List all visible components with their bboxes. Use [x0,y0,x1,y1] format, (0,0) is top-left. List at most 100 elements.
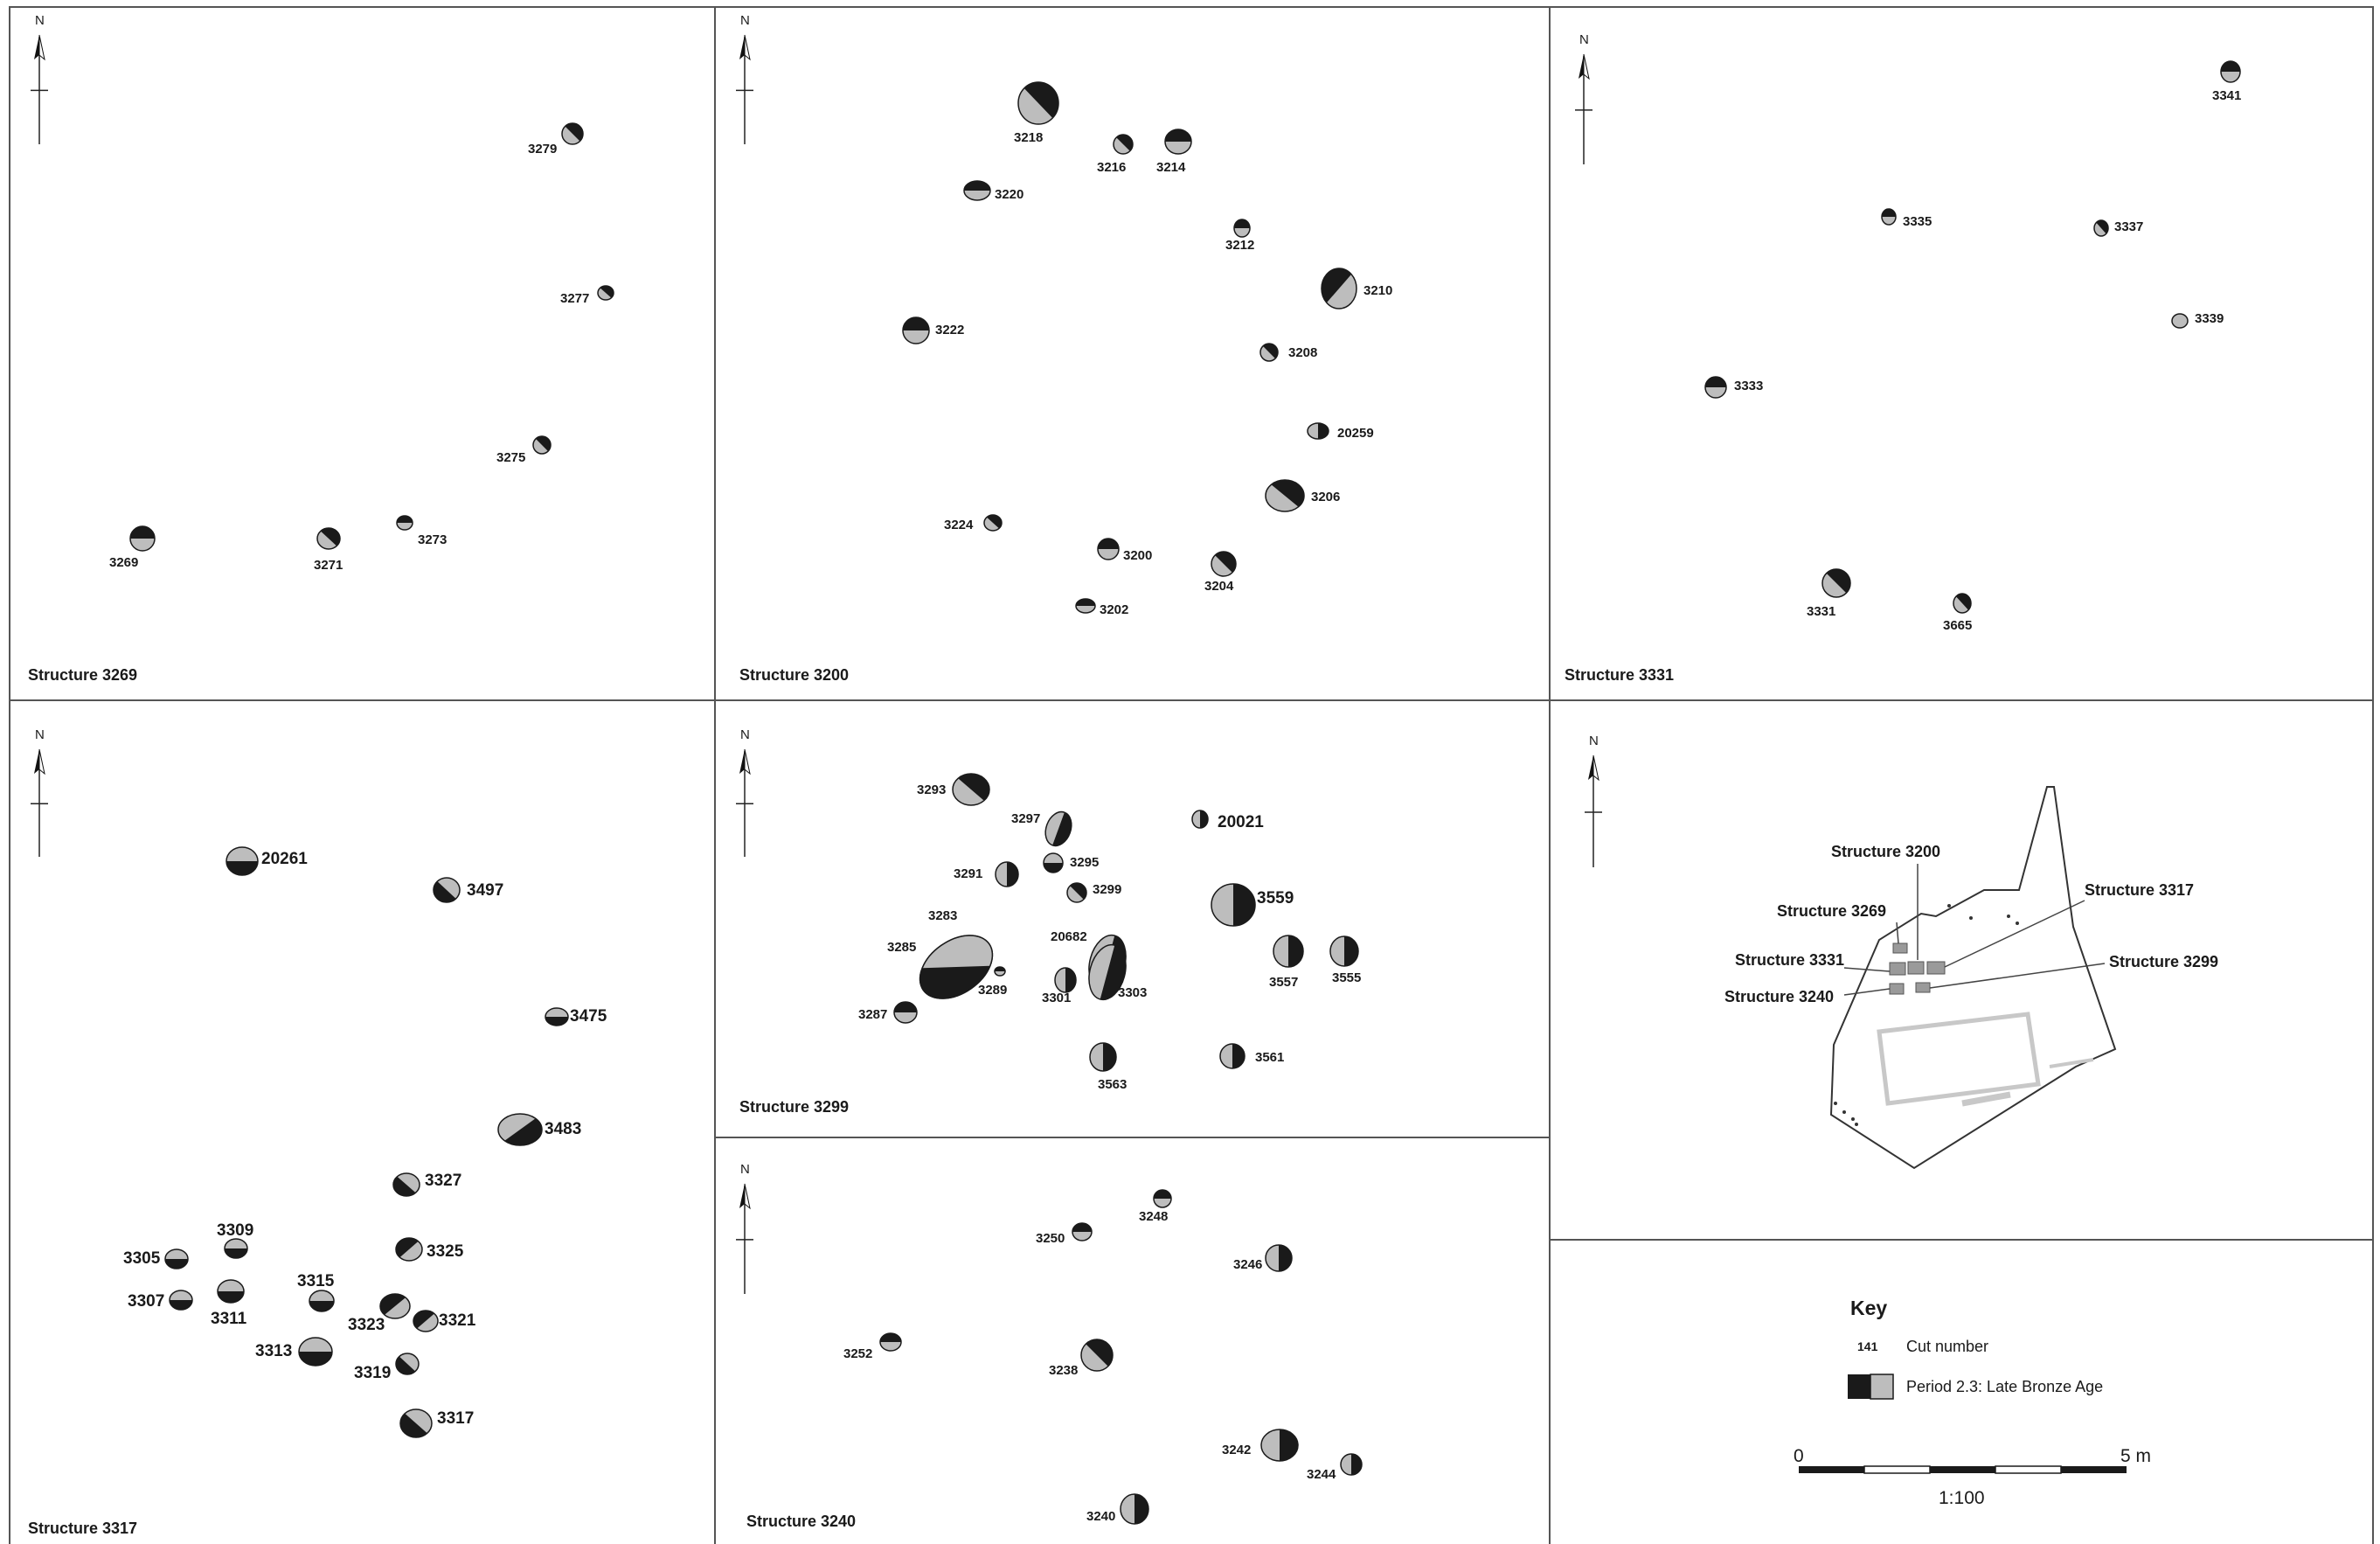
posthole-3244: 3244 [1307,1453,1363,1482]
posthole-dark-half [1826,569,1850,594]
cut-label: 3250 [1036,1231,1065,1246]
key-swatch-grey [1870,1374,1894,1400]
posthole-3222: 3222 [902,316,964,344]
posthole-dark-half [1262,344,1278,359]
posthole-dark-half [397,516,413,523]
cut-label: 3218 [1014,130,1043,145]
cut-label: 3295 [1070,855,1099,870]
panel-title-3331: Structure 3331 [1565,666,1674,684]
location-label-3317: Structure 3317 [2085,881,2194,899]
cut-label: 3313 [255,1342,292,1360]
posthole-3216: 3216 [1097,134,1134,175]
cut-label: 3275 [496,450,525,465]
posthole-3214: 3214 [1156,129,1192,175]
cut-label: 3204 [1204,579,1234,594]
posthole-dark-half [299,1352,332,1366]
cut-label: 3283 [928,908,957,923]
north-arrow-icon: N [736,13,753,144]
cut-label: 3337 [2114,219,2143,234]
scale-segment-3 [1930,1466,1995,1473]
cut-label: 3273 [418,532,447,547]
cut-label: 20021 [1218,813,1264,831]
posthole-dark-half [2221,61,2240,72]
posthole-dark-half [1318,423,1329,439]
posthole-3561: 3561 [1219,1043,1284,1069]
cut-label: 3293 [917,782,946,797]
north-letter: N [740,727,750,742]
posthole-3497: 3497 [433,877,503,903]
posthole-dark-half [1154,1190,1171,1199]
posthole-3325: 3325 [395,1237,464,1262]
cut-label: 3222 [935,323,964,337]
posthole-3289: 3289 [978,966,1007,998]
posthole-3319: 3319 [354,1353,420,1382]
posthole-dark-half [396,1238,419,1258]
cut-label: 3271 [314,558,343,573]
location-label-3299: Structure 3299 [2109,953,2218,970]
posthole-dark-half [1279,1245,1292,1271]
scale-segment-5 [2061,1466,2127,1473]
site-boundary [1829,786,2117,1170]
posthole-dark-half [535,436,551,452]
cut-label: 3335 [1903,214,1932,229]
enclosure-ditch [1877,1012,2094,1107]
outer-frame [9,6,2374,1544]
posthole-3311: 3311 [211,1279,247,1328]
north-arrow-icon: N [31,13,48,144]
scale-ratio-label: 1:100 [1939,1488,1985,1508]
scale-segment-1 [1799,1466,1864,1473]
cut-label: 3242 [1222,1443,1251,1457]
posthole-20261: 20261 [226,846,308,876]
posthole-dark-half [309,1301,334,1311]
location-label-3269: Structure 3269 [1777,902,1886,920]
structure-3299-features: 3293 3297 20021 3291 3295 3299 3559 3283 3285 206… [858,773,1361,1092]
cut-label: 3321 [439,1311,476,1330]
posthole-dark-half [545,1017,568,1026]
cut-label: 3297 [1011,811,1040,826]
cut-label: 3269 [109,555,138,570]
north-arrows: N N N N N N N [31,13,1602,1294]
posthole-3212: 3212 [1225,219,1254,253]
posthole-3271: 3271 [314,527,343,573]
posthole-dark-half [1344,936,1358,966]
cut-label: 3563 [1098,1077,1127,1092]
cut-label: 3200 [1123,548,1152,563]
posthole-fill [2171,313,2189,329]
posthole-3202: 3202 [1075,598,1128,617]
north-letter: N [740,13,750,28]
posthole-3337: 3337 [2093,219,2143,237]
posthole-dark-half [395,1356,416,1375]
cut-label: 3216 [1097,160,1126,175]
cut-label: 3325 [427,1242,464,1261]
panel-title-3240: Structure 3240 [746,1513,856,1530]
cut-label: 3202 [1100,602,1128,617]
cut-label: 3214 [1156,160,1186,175]
key-swatch-dark [1848,1374,1870,1399]
posthole-dark-half [504,1118,543,1146]
scale-segment-4 [1995,1465,2062,1474]
structure-3200-features: 3218 3216 3214 3220 3212 3210 3222 3208 20259 320… [902,81,1392,617]
posthole-3269: 3269 [109,525,156,570]
cut-label: 3483 [545,1120,581,1138]
panel-title-3317: Structure 3317 [28,1520,137,1537]
posthole-dark-half [2096,220,2108,234]
structure-3317-features: 20261 3497 3475 3483 3327 3309 3325 3305 3311 331… [123,846,607,1438]
north-arrow-icon: N [1585,734,1602,867]
cut-label: 3327 [425,1172,461,1190]
cut-label: 20261 [261,850,308,868]
posthole-3252: 3252 [843,1332,902,1361]
posthole-dark-half [413,1310,434,1329]
posthole-3559: 3559 [1211,883,1294,927]
posthole-dark-half [1070,883,1086,900]
posthole-dark-half [903,317,929,330]
posthole-dark-half [1288,935,1303,967]
posthole-dark-half [1882,209,1896,217]
posthole-3242: 3242 [1222,1429,1299,1462]
posthole-3218: 3218 [1014,81,1059,145]
posthole-3240: 3240 [1086,1493,1149,1525]
panel-title-3200: Structure 3200 [739,666,849,684]
site-location-map: Structure 3200 Structure 3269 Structure … [1724,786,2218,1170]
posthole-3285: 3285 [887,935,994,999]
